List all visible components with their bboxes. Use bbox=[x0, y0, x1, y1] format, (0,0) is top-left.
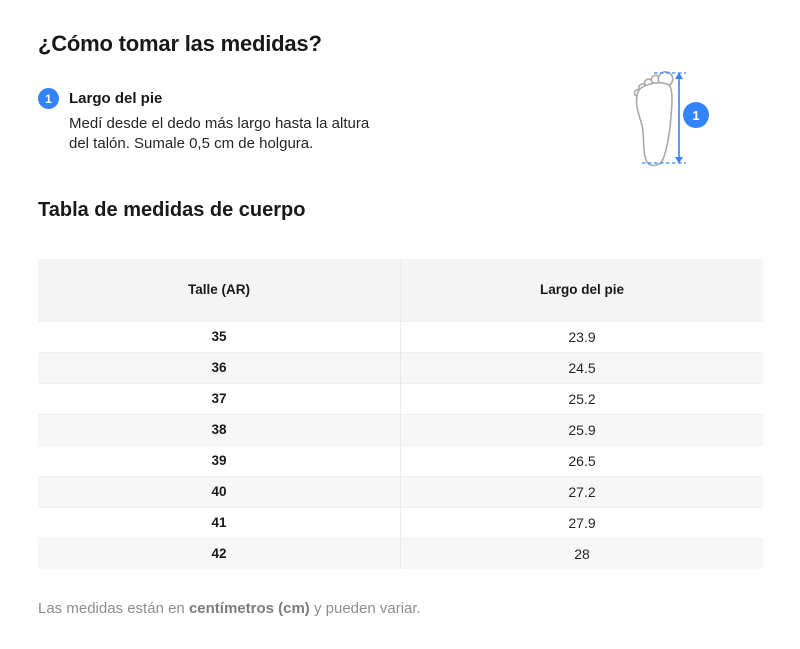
largo-value: 25.9 bbox=[400, 413, 763, 445]
table-row: 40 27.2 bbox=[38, 475, 763, 507]
table-row: 38 25.9 bbox=[38, 413, 763, 445]
column-header-talle: Talle (AR) bbox=[38, 259, 401, 321]
step-description: Medí desde el dedo más largo hasta la al… bbox=[69, 115, 370, 152]
footnote-units: centímetros (cm) bbox=[188, 600, 310, 617]
footnote-prefix: Las medidas están en bbox=[38, 600, 189, 617]
table-row: 41 27.9 bbox=[38, 506, 763, 538]
size-table: Talle (AR) Largo del pie 35 23.9 36 24.5… bbox=[38, 259, 763, 569]
step-title: Largo del pie bbox=[69, 90, 163, 107]
page-title: ¿Cómo tomar las medidas? bbox=[38, 31, 322, 56]
talle-value: 36 bbox=[38, 351, 401, 383]
talle-value: 41 bbox=[38, 506, 401, 538]
size-table-header: Talle (AR) Largo del pie bbox=[38, 259, 763, 321]
largo-value: 24.5 bbox=[400, 351, 763, 383]
footnote-suffix: y pueden variar. bbox=[309, 600, 421, 617]
table-row: 37 25.2 bbox=[38, 382, 763, 414]
talle-value: 38 bbox=[38, 413, 401, 445]
table-row: 39 26.5 bbox=[38, 444, 763, 476]
talle-value: 42 bbox=[38, 537, 401, 569]
foot-length-measure-icon: 1 bbox=[628, 62, 728, 172]
largo-value: 27.2 bbox=[400, 475, 763, 507]
largo-value: 25.2 bbox=[400, 382, 763, 414]
talle-value: 37 bbox=[38, 382, 401, 414]
step-number-badge: 1 bbox=[38, 88, 59, 109]
figure-number-badge: 1 bbox=[683, 102, 709, 128]
table-row: 42 28 bbox=[38, 537, 763, 569]
units-footnote: Las medidas están en centímetros (cm) y … bbox=[38, 600, 763, 617]
column-header-largo: Largo del pie bbox=[400, 259, 763, 321]
step-text: Largo del pie Medí desde el dedo más lar… bbox=[69, 90, 391, 154]
largo-value: 23.9 bbox=[400, 320, 763, 352]
talle-value: 39 bbox=[38, 444, 401, 476]
foot-diagram-icon bbox=[633, 71, 686, 167]
largo-value: 28 bbox=[400, 537, 763, 569]
largo-value: 27.9 bbox=[400, 506, 763, 538]
table-row: 35 23.9 bbox=[38, 320, 763, 352]
talle-value: 35 bbox=[38, 320, 401, 352]
largo-value: 26.5 bbox=[400, 444, 763, 476]
table-heading: Tabla de medidas de cuerpo bbox=[38, 199, 306, 221]
talle-value: 40 bbox=[38, 475, 401, 507]
measure-step-foot-length: 1 Largo del pie Medí desde el dedo más l… bbox=[38, 88, 418, 154]
table-row: 36 24.5 bbox=[38, 351, 763, 383]
